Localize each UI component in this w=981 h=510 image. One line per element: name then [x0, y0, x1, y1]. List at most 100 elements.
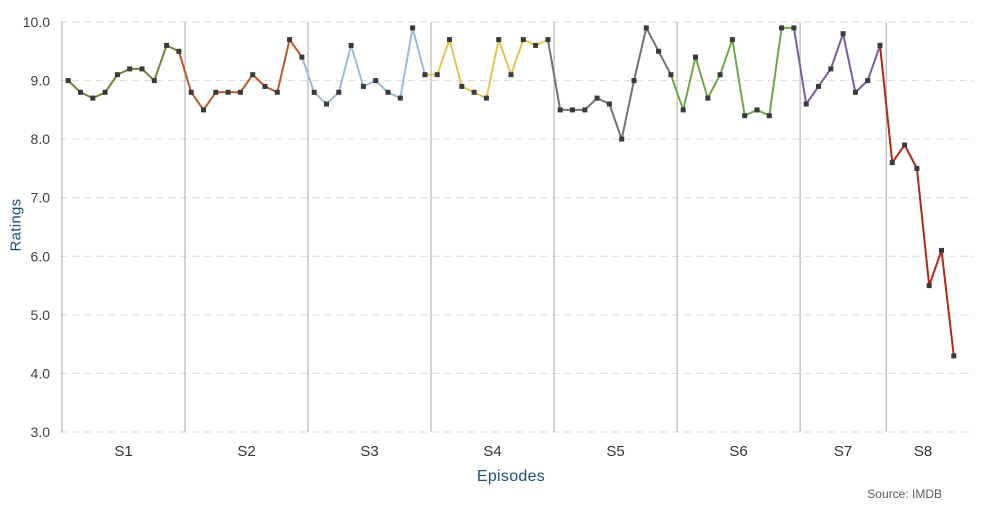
season-label: S6 [729, 443, 747, 460]
data-point-marker [705, 95, 711, 101]
data-point-marker [201, 107, 206, 113]
season-line-S3 [313, 26, 426, 105]
data-point-marker [114, 72, 120, 78]
data-point-marker [188, 89, 194, 95]
data-point-marker [397, 95, 403, 101]
data-point-marker [471, 89, 477, 95]
data-point-marker [902, 142, 908, 148]
data-point-marker [865, 78, 871, 84]
y-tick-label: 6.0 [31, 248, 51, 264]
data-point-marker [779, 25, 785, 31]
data-point-marker [176, 48, 182, 54]
data-point-marker [939, 247, 944, 253]
data-point-marker [914, 165, 920, 171]
data-point-marker [262, 83, 268, 89]
data-point-marker [459, 83, 465, 89]
data-point-marker [889, 160, 895, 166]
source-credit: Source: IMDB [867, 487, 942, 501]
data-point-marker [65, 78, 71, 84]
data-point-marker [336, 89, 342, 95]
data-point-marker [594, 95, 600, 101]
data-point-marker [570, 107, 575, 113]
data-point-marker [582, 107, 588, 113]
data-point-marker [496, 37, 502, 43]
season-connector-line [300, 56, 316, 93]
data-point-marker [557, 107, 563, 113]
data-point-marker [791, 25, 797, 31]
data-point-marker [631, 78, 637, 84]
season-label: S5 [606, 443, 624, 460]
data-point-marker [225, 89, 231, 95]
data-point-marker [926, 283, 932, 289]
season-line-S7 [805, 32, 881, 105]
data-point-marker [299, 54, 305, 60]
data-point-marker [656, 48, 662, 54]
data-point-marker [508, 72, 514, 78]
data-point-marker [164, 42, 170, 48]
season-connector-line [879, 45, 894, 163]
data-point-marker [520, 37, 526, 43]
data-point-marker [693, 54, 698, 60]
data-point-marker [151, 78, 157, 84]
season-connector-line [546, 39, 562, 111]
data-point-marker [816, 83, 821, 89]
y-tick-label: 10.0 [23, 14, 50, 30]
season-line-S8 [891, 144, 955, 357]
data-point-marker [803, 101, 809, 107]
data-point-marker [742, 113, 748, 119]
data-point-marker [852, 89, 858, 95]
data-point-marker [237, 89, 243, 95]
data-point-marker [680, 107, 686, 113]
data-point-marker [483, 95, 489, 101]
data-point-marker [951, 353, 957, 359]
data-point-marker [348, 42, 354, 48]
data-point-marker [533, 42, 539, 48]
data-point-marker [545, 37, 551, 43]
data-point-marker [410, 25, 416, 31]
data-point-marker [754, 107, 760, 113]
season-label: S3 [360, 443, 378, 460]
data-point-marker [729, 37, 735, 43]
data-point-marker [360, 83, 366, 89]
y-tick-label: 9.0 [31, 73, 51, 89]
data-point-marker [643, 25, 649, 31]
season-label: S1 [114, 443, 132, 460]
data-point-marker [877, 42, 883, 48]
season-label: S4 [483, 443, 501, 460]
data-point-marker [766, 113, 772, 119]
data-point-marker [434, 72, 440, 78]
data-point-marker [324, 101, 329, 107]
season-label: S7 [834, 443, 852, 460]
season-line-S1 [67, 44, 180, 100]
data-point-marker [90, 95, 96, 101]
season-line-S5 [559, 26, 672, 141]
y-tick-label: 4.0 [31, 365, 51, 381]
data-point-marker [668, 72, 674, 78]
data-point-marker [828, 66, 834, 72]
y-tick-label: 8.0 [31, 131, 51, 147]
y-tick-label: 7.0 [31, 190, 51, 206]
data-point-marker [385, 89, 391, 95]
data-point-marker [127, 66, 133, 72]
data-point-marker [373, 78, 379, 84]
data-point-marker [274, 89, 280, 95]
x-axis-title: Episodes [476, 468, 546, 485]
y-tick-label: 5.0 [31, 307, 51, 323]
data-point-marker [619, 136, 625, 142]
y-axis-title: Ratings [7, 198, 25, 252]
data-point-marker [250, 72, 256, 78]
season-label: S8 [914, 443, 932, 460]
data-point-marker [422, 72, 428, 78]
season-connector-line [792, 27, 808, 105]
y-tick-label: 3.0 [31, 424, 51, 440]
data-point-marker [287, 37, 293, 43]
data-point-marker [840, 31, 846, 37]
data-point-marker [447, 37, 452, 43]
data-point-marker [78, 89, 83, 95]
data-point-marker [717, 72, 723, 78]
data-point-marker [311, 89, 317, 95]
season-connector-line [177, 51, 193, 93]
season-label: S2 [237, 443, 255, 460]
